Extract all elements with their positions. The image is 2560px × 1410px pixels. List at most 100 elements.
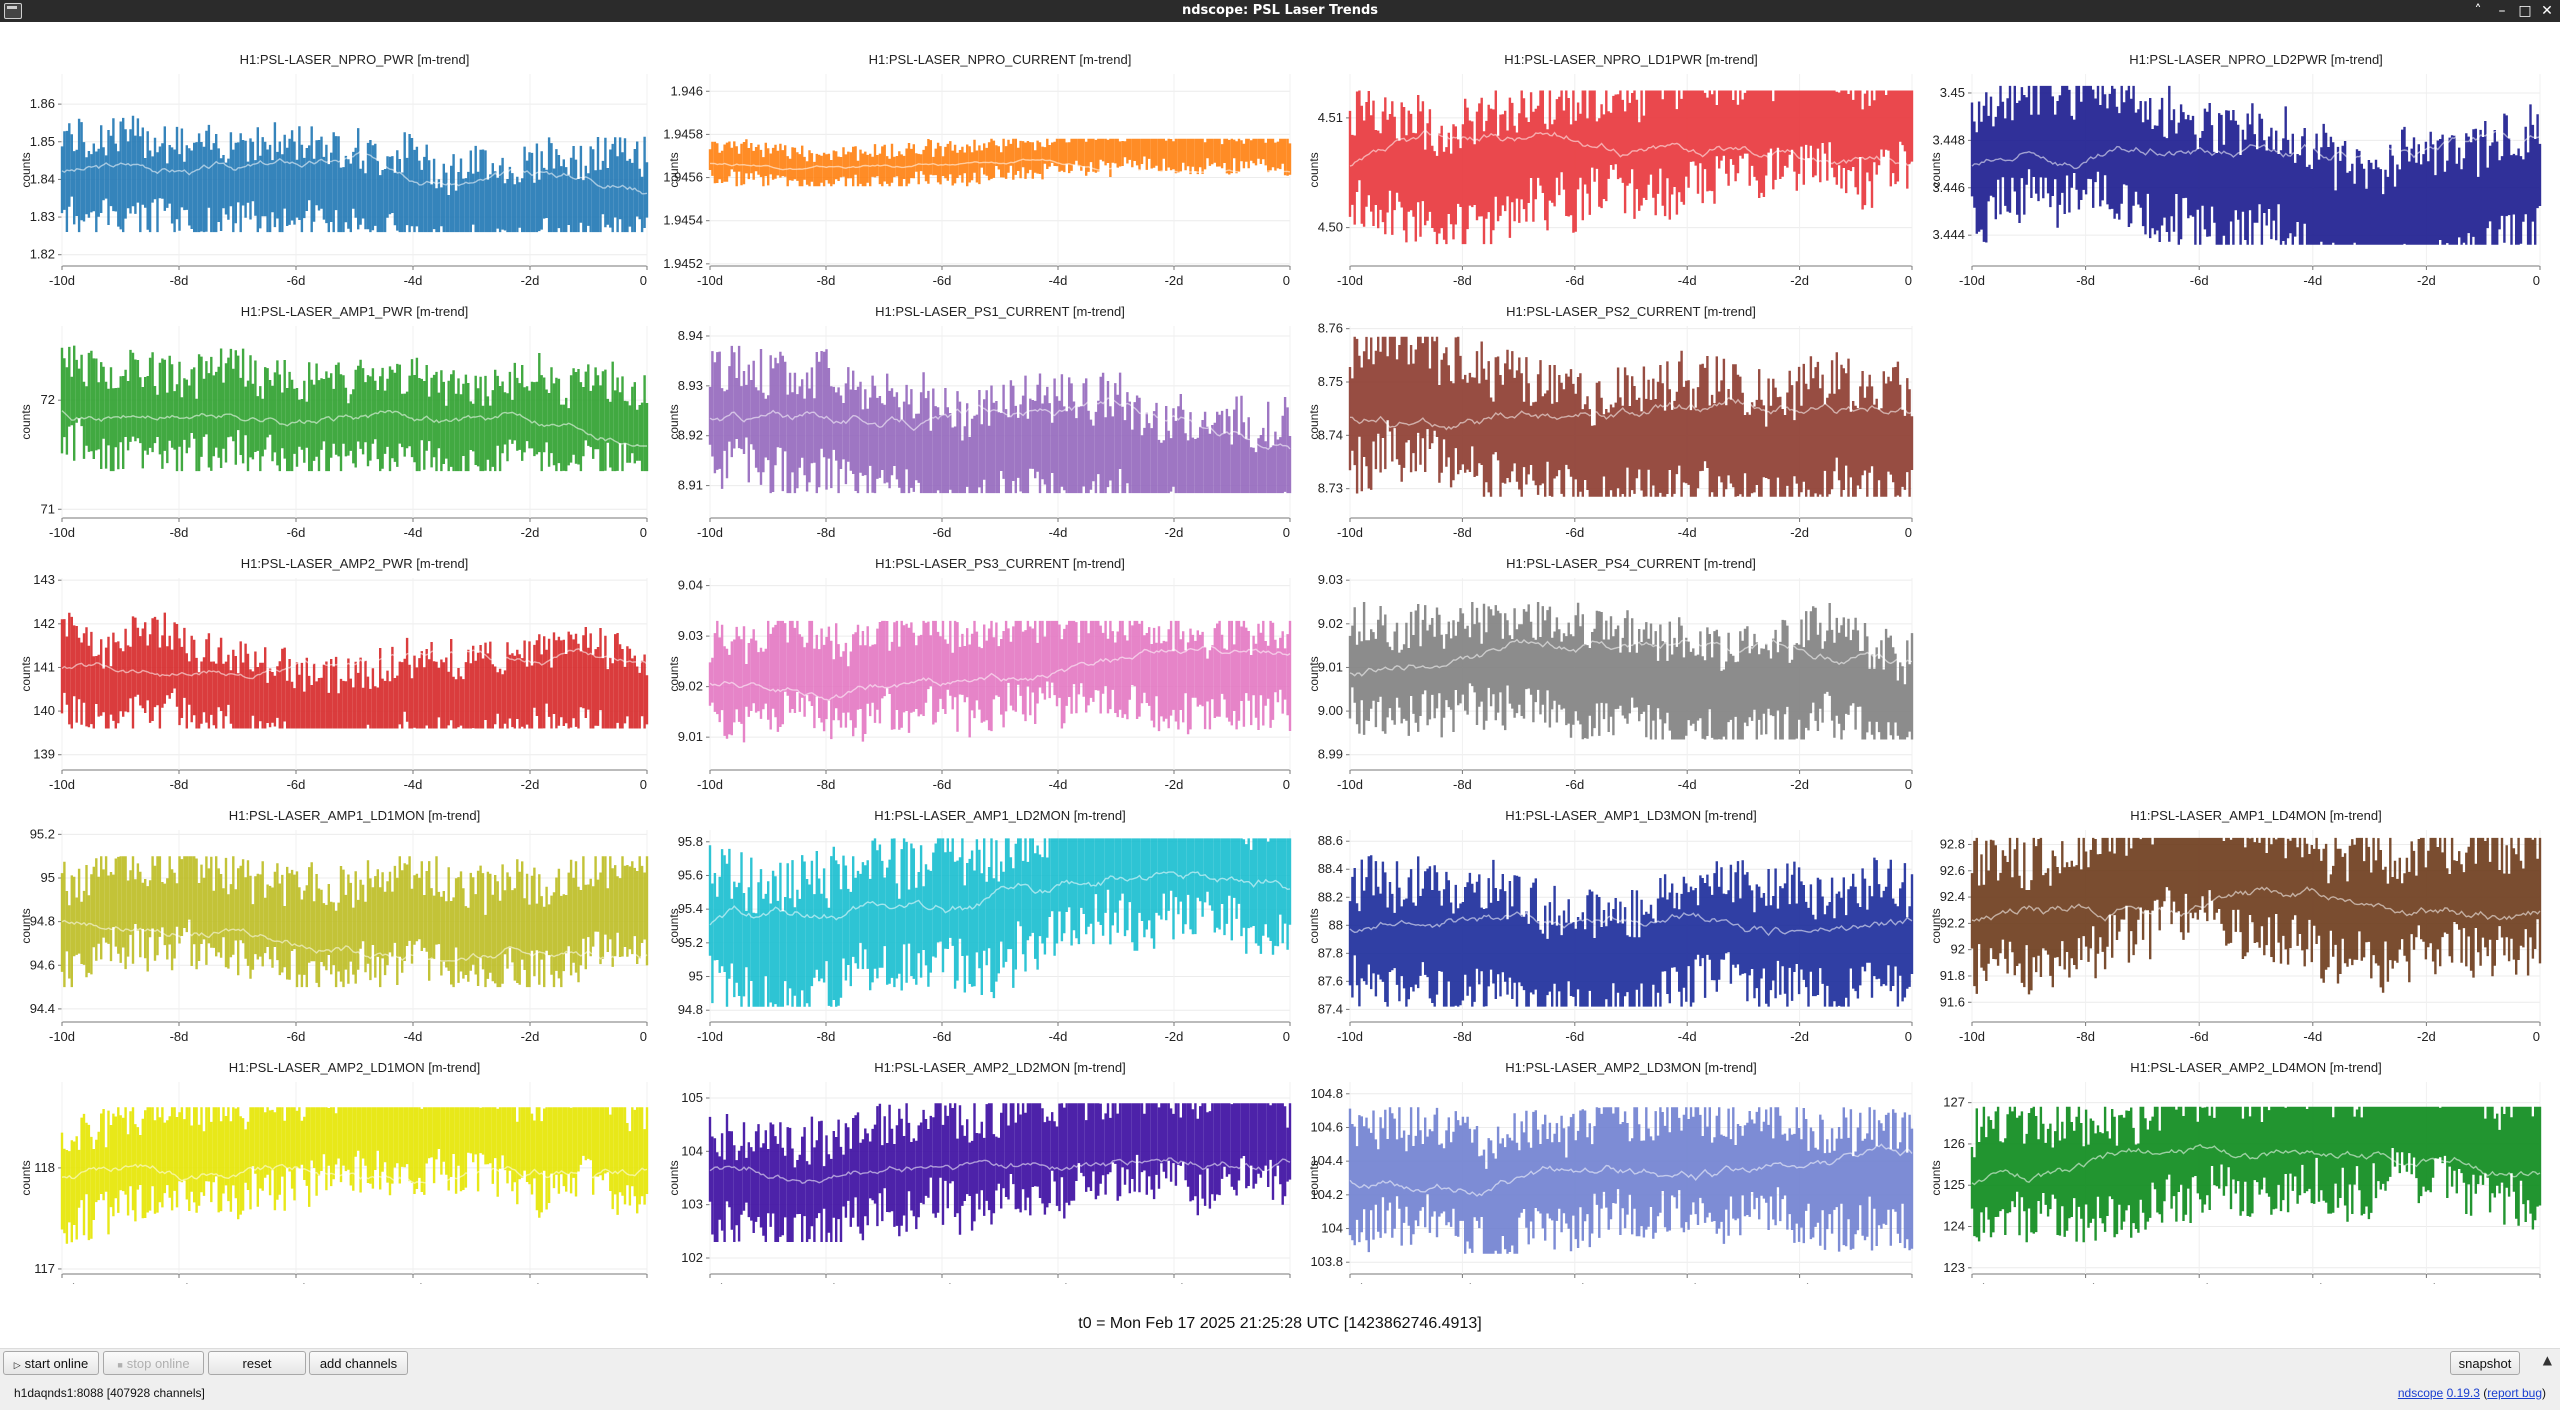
y-tick-label: 3.45 xyxy=(1940,85,1965,100)
y-tick-label: 104.4 xyxy=(1310,1153,1343,1168)
x-tick-label: -4d xyxy=(2303,273,2322,288)
maximize-icon[interactable]: □ xyxy=(2518,3,2532,19)
x-tick-label: -2d xyxy=(1790,1281,1809,1284)
y-axis-label: counts xyxy=(1307,1160,1321,1195)
y-tick-label: 9.00 xyxy=(1318,703,1343,718)
x-tick-label: -8d xyxy=(817,1029,836,1044)
trace-envelope xyxy=(1970,1106,2542,1243)
y-tick-label: 4.50 xyxy=(1318,220,1343,235)
x-tick-label: -4d xyxy=(1049,1281,1068,1284)
y-tick-label: 87.6 xyxy=(1318,973,1343,988)
y-tick-label: 95 xyxy=(41,870,55,885)
x-tick-label: -2d xyxy=(1165,525,1184,540)
trace-envelope xyxy=(1348,336,1914,497)
collapse-up-icon[interactable]: ▲ xyxy=(2542,1353,2552,1367)
trace-mean xyxy=(61,150,648,195)
x-tick-label: -8d xyxy=(817,525,836,540)
ndscope-link[interactable]: ndscope xyxy=(2397,1386,2444,1400)
x-tick-label: -6d xyxy=(2190,273,2209,288)
plot-panel[interactable]: H1:PSL-LASER_PS1_CURRENT [m-trend] counts… xyxy=(667,304,1292,540)
minimize-icon[interactable]: – xyxy=(2498,3,2506,19)
plot-panel[interactable]: H1:PSL-LASER_NPRO_LD1PWR [m-trend] counts… xyxy=(1307,52,1914,288)
add-channels-button[interactable]: add channels xyxy=(309,1351,408,1375)
y-tick-label: 143 xyxy=(33,572,55,587)
plot-panel[interactable]: H1:PSL-LASER_NPRO_CURRENT [m-trend] count… xyxy=(663,52,1292,288)
y-axis-label: counts xyxy=(19,1160,33,1195)
x-tick-label: -10d xyxy=(1959,273,1985,288)
plot-panel[interactable]: H1:PSL-LASER_AMP2_PWR [m-trend] counts 143… xyxy=(19,556,649,792)
y-tick-label: 1.83 xyxy=(30,209,55,224)
x-tick-label: -6d xyxy=(1565,1029,1584,1044)
y-tick-label: 9.02 xyxy=(1318,616,1343,631)
trace-envelope xyxy=(60,1107,649,1244)
plot-panel[interactable]: H1:PSL-LASER_NPRO_LD2PWR [m-trend] counts… xyxy=(1929,52,2542,288)
plot-title: H1:PSL-LASER_AMP2_PWR [m-trend] xyxy=(241,556,469,571)
report-bug-link[interactable]: report bug xyxy=(2487,1386,2542,1400)
x-tick-label: -4d xyxy=(1049,1029,1068,1044)
trace-envelope xyxy=(708,345,1292,494)
x-tick-label: -6d xyxy=(287,777,306,792)
y-tick-label: 87.8 xyxy=(1318,945,1343,960)
plot-panel[interactable]: H1:PSL-LASER_PS3_CURRENT [m-trend] counts… xyxy=(667,556,1292,792)
y-tick-label: 8.94 xyxy=(678,328,703,343)
snapshot-button[interactable]: snapshot xyxy=(2450,1351,2520,1375)
plot-title: H1:PSL-LASER_AMP2_LD3MON [m-trend] xyxy=(1505,1060,1756,1075)
plot-title: H1:PSL-LASER_PS4_CURRENT [m-trend] xyxy=(1506,556,1756,571)
stop-online-button[interactable]: ■ stop online xyxy=(103,1351,204,1375)
y-axis-label: counts xyxy=(19,656,33,691)
x-tick-label: -6d xyxy=(2190,1029,2209,1044)
y-tick-label: 92.8 xyxy=(1940,836,1965,851)
x-tick-label: -8d xyxy=(1453,1029,1472,1044)
reset-button[interactable]: reset xyxy=(208,1351,306,1375)
x-tick-label: -2d xyxy=(2417,1281,2436,1284)
trace-envelope xyxy=(60,612,649,729)
x-tick-label: 0 xyxy=(2533,1029,2540,1044)
x-tick-label: -4d xyxy=(1678,1281,1697,1284)
x-tick-label: -10d xyxy=(697,273,723,288)
plot-panel[interactable]: H1:PSL-LASER_PS2_CURRENT [m-trend] counts… xyxy=(1307,304,1914,540)
x-tick-label: -6d xyxy=(933,1281,952,1284)
plot-panel[interactable]: H1:PSL-LASER_AMP1_LD4MON [m-trend] counts… xyxy=(1929,808,2542,1044)
x-tick-label: -2d xyxy=(2417,1029,2436,1044)
plot-title: H1:PSL-LASER_AMP1_LD2MON [m-trend] xyxy=(874,808,1125,823)
chevron-up-icon[interactable]: ˄ xyxy=(2474,3,2482,19)
x-tick-label: -4d xyxy=(2303,1281,2322,1284)
y-tick-label: 88.6 xyxy=(1318,833,1343,848)
plot-panel[interactable]: H1:PSL-LASER_AMP1_LD2MON [m-trend] counts… xyxy=(667,808,1292,1044)
x-tick-label: 0 xyxy=(640,273,647,288)
x-tick-label: -10d xyxy=(697,1281,723,1284)
y-tick-label: 102 xyxy=(681,1250,703,1265)
plot-panel[interactable]: H1:PSL-LASER_AMP2_LD1MON [m-trend] counts… xyxy=(19,1060,649,1284)
trace-mean xyxy=(61,409,647,447)
plot-panel[interactable]: H1:PSL-LASER_AMP2_LD4MON [m-trend] counts… xyxy=(1929,1060,2542,1284)
version-link[interactable]: 0.19.3 xyxy=(2446,1386,2480,1400)
start-online-button[interactable]: ▷ start online xyxy=(3,1351,99,1375)
plot-panel[interactable]: H1:PSL-LASER_NPRO_PWR [m-trend]counts1.8… xyxy=(19,52,649,288)
y-tick-label: 9.03 xyxy=(678,628,703,643)
plot-grid[interactable]: H1:PSL-LASER_NPRO_PWR [m-trend]counts1.8… xyxy=(0,22,2560,1284)
x-tick-label: -10d xyxy=(697,777,723,792)
x-tick-label: -10d xyxy=(49,273,75,288)
plot-title: H1:PSL-LASER_AMP1_LD1MON [m-trend] xyxy=(229,808,480,823)
x-tick-label: 0 xyxy=(1283,777,1290,792)
y-tick-label: 8.93 xyxy=(678,378,703,393)
x-tick-label: -2d xyxy=(1165,1281,1184,1284)
y-tick-label: 8.73 xyxy=(1318,481,1343,496)
y-tick-label: 103 xyxy=(681,1197,703,1212)
trace-envelope xyxy=(708,620,1292,743)
plot-panel[interactable]: H1:PSL-LASER_AMP1_LD1MON [m-trend] counts… xyxy=(19,808,649,1044)
plot-panel[interactable]: H1:PSL-LASER_AMP1_PWR [m-trend] counts 72 7… xyxy=(19,304,649,540)
trace-mean xyxy=(709,1157,1291,1184)
x-tick-label: -6d xyxy=(933,273,952,288)
plot-panel[interactable]: H1:PSL-LASER_AMP1_LD3MON [m-trend] counts… xyxy=(1307,808,1914,1044)
plot-panel[interactable]: H1:PSL-LASER_AMP2_LD2MON [m-trend] counts… xyxy=(667,1060,1292,1284)
x-tick-label: -6d xyxy=(1565,273,1584,288)
trace-mean xyxy=(1349,397,1913,431)
x-tick-label: 0 xyxy=(1283,525,1290,540)
x-tick-label: -8d xyxy=(170,525,189,540)
y-tick-label: 117 xyxy=(34,1261,55,1276)
close-icon[interactable]: ✕ xyxy=(2541,3,2553,19)
plot-panel[interactable]: H1:PSL-LASER_AMP2_LD3MON [m-trend] counts… xyxy=(1307,1060,1914,1284)
version-info: ndscope 0.19.3 (report bug) xyxy=(2397,1386,2546,1400)
plot-panel[interactable]: H1:PSL-LASER_PS4_CURRENT [m-trend] counts… xyxy=(1307,556,1914,792)
